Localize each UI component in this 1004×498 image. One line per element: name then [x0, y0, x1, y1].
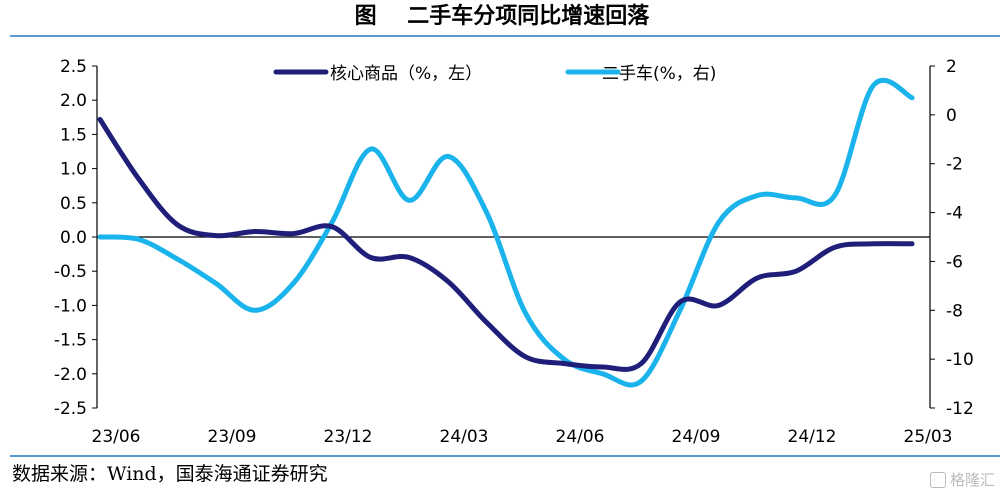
x-tick-label: 24/03 — [440, 427, 489, 447]
left-tick-label: -1.5 — [54, 331, 87, 351]
left-tick-label: 0.5 — [60, 194, 87, 214]
footer-rule — [10, 455, 1000, 457]
x-tick-label: 23/06 — [92, 427, 141, 447]
watermark: 格隆汇 — [930, 470, 1000, 492]
chart-plot: 2.5 2.0 1.5 1.0 0.5 0.0 -0.5 -1.0 -1.5 -2.0 -2.5 2 0… — [54, 57, 974, 447]
left-tick-label: 1.0 — [60, 160, 87, 180]
left-tick-label: 0.0 — [60, 228, 87, 248]
left-tick-label: -1.0 — [54, 296, 87, 316]
series-line-core-goods — [97, 116, 915, 372]
source-note: 数据来源：Wind，国泰海通证券研究 — [12, 463, 328, 485]
chart-title: 图 二手车分项同比增速回落 — [354, 3, 650, 29]
right-tick-label: -6 — [946, 252, 963, 272]
left-tick-label: -0.5 — [54, 262, 87, 282]
title-rule — [10, 35, 1000, 37]
x-tick-label: 24/06 — [556, 427, 605, 447]
left-tick-label: 2.0 — [60, 91, 87, 111]
right-tick-label: 2 — [946, 57, 957, 77]
left-tick-label: -2.0 — [54, 365, 87, 385]
watermark-logo-icon — [930, 472, 946, 488]
left-tick-label: -2.5 — [54, 399, 87, 419]
legend-label-used-cars: 二手车(%，右) — [602, 64, 716, 84]
series-layer — [97, 77, 915, 388]
series-line-used-cars — [97, 77, 915, 388]
x-tick-label: 23/09 — [208, 427, 257, 447]
right-tick-label: -8 — [946, 301, 963, 321]
x-tick-label: 25/03 — [904, 427, 953, 447]
x-tick-label: 24/09 — [672, 427, 721, 447]
left-tick-label: 1.5 — [60, 125, 87, 145]
x-tick-label: 24/12 — [788, 427, 837, 447]
x-tick-label: 23/12 — [324, 427, 373, 447]
left-tick-label: 2.5 — [60, 57, 87, 77]
legend: 核心商品（%，左） 二手车(%，右) — [273, 64, 716, 84]
axes-layer: 2.5 2.0 1.5 1.0 0.5 0.0 -0.5 -1.0 -1.5 -2.0 -2.5 2 0… — [54, 57, 974, 447]
right-tick-label: -10 — [946, 350, 974, 370]
right-tick-label: 0 — [946, 106, 957, 126]
watermark-text: 格隆汇 — [950, 471, 996, 489]
right-tick-label: -4 — [946, 204, 963, 224]
right-tick-label: -2 — [946, 155, 963, 175]
legend-label-core-goods: 核心商品（%，左） — [330, 64, 482, 84]
right-tick-label: -12 — [946, 399, 974, 419]
